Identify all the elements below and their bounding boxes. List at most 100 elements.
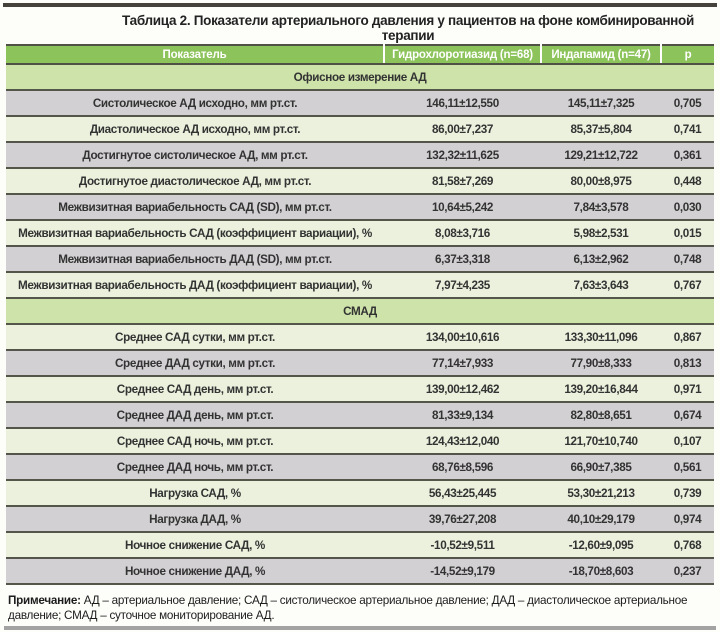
p-value: 0,813 xyxy=(661,350,714,377)
row-label: Межвизитная вариабельность САД (коэффици… xyxy=(6,220,384,247)
hct-value: 86,00±7,237 xyxy=(384,116,541,143)
ind-value: 82,80±8,651 xyxy=(541,402,661,429)
p-value: 0,867 xyxy=(661,324,714,351)
p-value: 0,361 xyxy=(661,142,714,169)
ind-value: 7,84±3,578 xyxy=(541,194,661,221)
row-label: Достигнутое систолическое АД, мм рт.ст. xyxy=(6,142,384,169)
row-label: Среднее ДАД день, мм рт.ст. xyxy=(6,402,384,429)
header-row: Показатель Гидрохлоротиазид (n=68) Индап… xyxy=(6,45,714,65)
table-row: Межвизитная вариабельность САД (SD), мм … xyxy=(6,194,714,221)
table-row: Межвизитная вариабельность САД (коэффици… xyxy=(6,220,714,247)
ind-value: 80,00±8,975 xyxy=(541,168,661,195)
table-row: Достигнутое диастолическое АД, мм рт.ст.… xyxy=(6,168,714,195)
hct-value: -14,52±9,179 xyxy=(384,558,541,585)
ind-value: 6,13±2,962 xyxy=(541,246,661,273)
p-value: 0,030 xyxy=(661,194,714,221)
table-row: Среднее ДАД день, мм рт.ст. 81,33±9,134 … xyxy=(6,402,714,429)
ind-value: 139,20±16,844 xyxy=(541,376,661,403)
hct-value: 81,33±9,134 xyxy=(384,402,541,429)
table-row: Ночное снижение САД, % -10,52±9,511 -12,… xyxy=(6,532,714,559)
row-label: Среднее ДАД сутки, мм рт.ст. xyxy=(6,350,384,377)
hct-value: 6,37±3,318 xyxy=(384,246,541,273)
table-footnote: Примечание: АД – артериальное давление; … xyxy=(8,594,712,623)
table-row: Ночное снижение ДАД, % -14,52±9,179 -18,… xyxy=(6,558,714,585)
hct-value: -10,52±9,511 xyxy=(384,532,541,559)
hct-value: 10,64±5,242 xyxy=(384,194,541,221)
col-header-indicator: Показатель xyxy=(6,45,384,65)
row-label: Межвизитная вариабельность ДАД (SD), мм … xyxy=(6,246,384,273)
row-label: Систолическое АД исходно, мм рт.ст. xyxy=(6,90,384,117)
section-row: СМАД xyxy=(6,298,714,325)
row-label: Нагрузка САД, % xyxy=(6,480,384,507)
row-label: Среднее ДАД ночь, мм рт.ст. xyxy=(6,454,384,481)
row-label: Среднее САД ночь, мм рт.ст. xyxy=(6,428,384,455)
p-value: 0,741 xyxy=(661,116,714,143)
hct-value: 8,08±3,716 xyxy=(384,220,541,247)
footnote-text: АД – артериальное давление; САД – систол… xyxy=(8,594,688,622)
table-row: Среднее САД ночь, мм рт.ст. 124,43±12,04… xyxy=(6,428,714,455)
bp-table: Показатель Гидрохлоротиазид (n=68) Индап… xyxy=(6,44,714,585)
p-value: 0,705 xyxy=(661,90,714,117)
hct-value: 7,97±4,235 xyxy=(384,272,541,299)
section-label: Офисное измерение АД xyxy=(6,64,714,91)
table-title-line1: Таблица 2. Показатели артериального давл… xyxy=(122,13,694,43)
table-row: Среднее ДАД сутки, мм рт.ст. 77,14±7,933… xyxy=(6,350,714,377)
section-row: Офисное измерение АД xyxy=(6,64,714,91)
p-value: 0,237 xyxy=(661,558,714,585)
ind-value: -12,60±9,095 xyxy=(541,532,661,559)
col-header-p: p xyxy=(660,45,714,65)
table-row: Диастолическое АД исходно, мм рт.ст. 86,… xyxy=(6,116,714,143)
table-row: Межвизитная вариабельность ДАД (SD), мм … xyxy=(6,246,714,273)
p-value: 0,739 xyxy=(661,480,714,507)
ind-value: 53,30±21,213 xyxy=(541,480,661,507)
row-label: Ночное снижение САД, % xyxy=(6,532,384,559)
bottom-rule xyxy=(4,626,716,630)
ind-value: 121,70±10,740 xyxy=(541,428,661,455)
row-label: Межвизитная вариабельность ДАД (коэффици… xyxy=(6,272,384,299)
hct-value: 124,43±12,040 xyxy=(384,428,541,455)
table-row: Нагрузка ДАД, % 39,76±27,208 40,10±29,17… xyxy=(6,506,714,533)
col-header-hydrochlorothiazide: Гидрохлоротиазид (n=68) xyxy=(383,45,541,65)
section-label: СМАД xyxy=(6,298,714,325)
table-row: Достигнутое систолическое АД, мм рт.ст. … xyxy=(6,142,714,169)
p-value: 0,674 xyxy=(661,402,714,429)
table-row: Межвизитная вариабельность ДАД (коэффици… xyxy=(6,272,714,299)
ind-value: 5,98±2,531 xyxy=(541,220,661,247)
p-value: 0,015 xyxy=(661,220,714,247)
row-label: Среднее САД день, мм рт.ст. xyxy=(6,376,384,403)
ind-value: 133,30±11,096 xyxy=(541,324,661,351)
top-rule xyxy=(3,3,717,7)
ind-value: 129,21±12,722 xyxy=(541,142,661,169)
p-value: 0,767 xyxy=(661,272,714,299)
row-label: Диастолическое АД исходно, мм рт.ст. xyxy=(6,116,384,143)
hct-value: 134,00±10,616 xyxy=(384,324,541,351)
col-header-indapamide: Индапамид (n=47) xyxy=(540,45,661,65)
ind-value: -18,70±8,603 xyxy=(541,558,661,585)
hct-value: 56,43±25,445 xyxy=(384,480,541,507)
p-value: 0,748 xyxy=(661,246,714,273)
hct-value: 39,76±27,208 xyxy=(384,506,541,533)
hct-value: 68,76±8,596 xyxy=(384,454,541,481)
row-label: Межвизитная вариабельность САД (SD), мм … xyxy=(6,194,384,221)
p-value: 0,107 xyxy=(661,428,714,455)
table-row: Среднее ДАД ночь, мм рт.ст. 68,76±8,596 … xyxy=(6,454,714,481)
p-value: 0,561 xyxy=(661,454,714,481)
ind-value: 7,63±3,643 xyxy=(541,272,661,299)
footnote-prefix: Примечание: xyxy=(8,594,81,607)
table-row: Среднее САД сутки, мм рт.ст. 134,00±10,6… xyxy=(6,324,714,351)
hct-value: 139,00±12,462 xyxy=(384,376,541,403)
table-row: Среднее САД день, мм рт.ст. 139,00±12,46… xyxy=(6,376,714,403)
table-row: Систолическое АД исходно, мм рт.ст. 146,… xyxy=(6,90,714,117)
table-row: Нагрузка САД, % 56,43±25,445 53,30±21,21… xyxy=(6,480,714,507)
hct-value: 77,14±7,933 xyxy=(384,350,541,377)
p-value: 0,974 xyxy=(661,506,714,533)
row-label: Нагрузка ДАД, % xyxy=(6,506,384,533)
p-value: 0,448 xyxy=(661,168,714,195)
hct-value: 81,58±7,269 xyxy=(384,168,541,195)
ind-value: 40,10±29,179 xyxy=(541,506,661,533)
ind-value: 66,90±7,385 xyxy=(541,454,661,481)
ind-value: 145,11±7,325 xyxy=(541,90,661,117)
row-label: Достигнутое диастолическое АД, мм рт.ст. xyxy=(6,168,384,195)
ind-value: 77,90±8,333 xyxy=(541,350,661,377)
hct-value: 132,32±11,625 xyxy=(384,142,541,169)
